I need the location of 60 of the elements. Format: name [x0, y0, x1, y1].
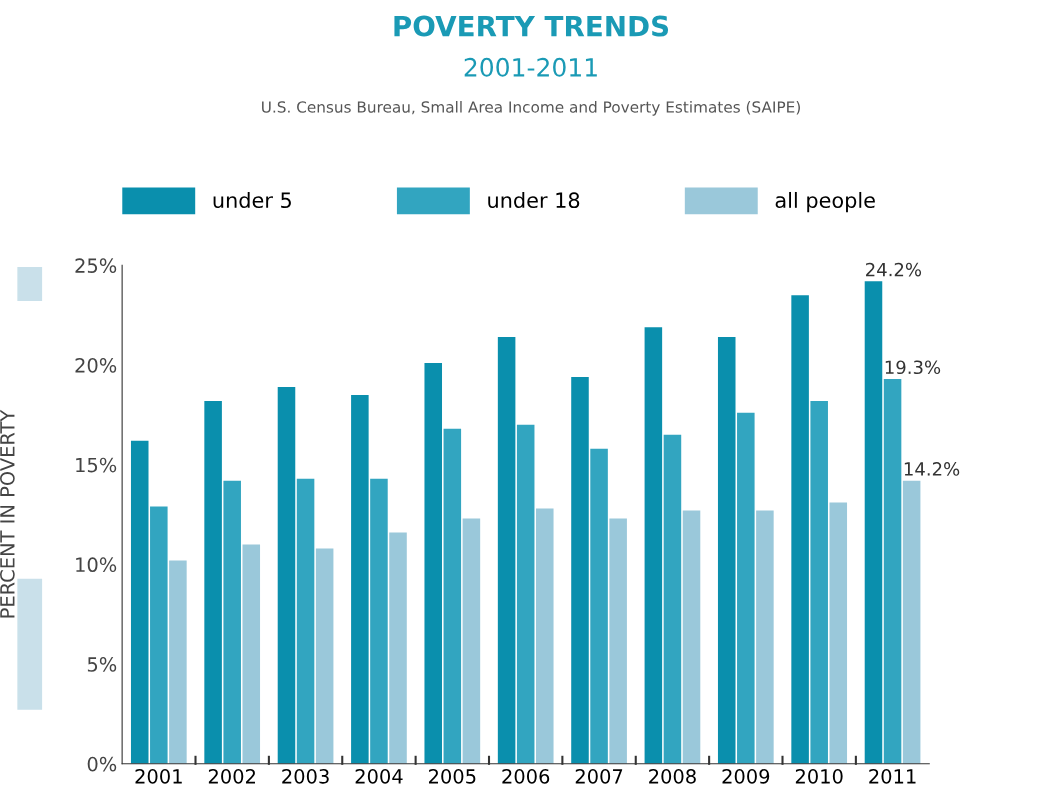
bar — [756, 510, 774, 764]
x-tick-label: 2008 — [649, 769, 696, 784]
bar — [864, 281, 883, 764]
bar — [389, 532, 407, 764]
bar — [370, 478, 388, 764]
legend-label: under 18 — [488, 191, 580, 209]
bar — [737, 412, 755, 764]
x-tick-label: 2003 — [282, 769, 329, 784]
y-tick-label: 5% — [87, 657, 117, 672]
bar — [791, 295, 809, 764]
bar — [130, 440, 149, 764]
y-tick-label: 25% — [75, 258, 117, 273]
x-tick-label: 2001 — [135, 769, 182, 784]
bar — [644, 327, 663, 764]
bar — [424, 363, 443, 764]
x-tick-label: 2006 — [502, 769, 550, 784]
bar — [902, 480, 921, 764]
bar — [315, 548, 334, 764]
bar — [883, 378, 902, 764]
x-tick-label: 2007 — [575, 769, 623, 784]
bar — [535, 508, 554, 764]
y-tick-label: 10% — [76, 557, 117, 573]
bar — [590, 448, 608, 764]
legend-label: under 5 — [213, 191, 291, 209]
data-label: 24.2% — [866, 262, 922, 277]
bar — [663, 434, 682, 764]
bar — [516, 424, 535, 764]
x-tick-label: 2010 — [795, 769, 843, 784]
data-label: 14.2% — [904, 462, 960, 476]
x-tick-label: 2009 — [722, 769, 770, 784]
bar — [462, 518, 481, 764]
chart-title: POVERTY TRENDS — [394, 15, 669, 37]
bar — [204, 400, 222, 764]
bar — [351, 394, 369, 764]
y-tick-label: 0% — [87, 756, 117, 772]
y-axis-title: PERCENT IN POVERTY — [0, 409, 15, 618]
bar — [242, 544, 261, 764]
x-tick-label: 2002 — [208, 769, 255, 784]
bar — [682, 510, 701, 764]
text: U.S. Census Bureau, Small Area Income and Poverty Estimates (SAIPE) — [262, 100, 800, 116]
bar — [829, 502, 848, 764]
bar — [810, 400, 828, 764]
bar — [169, 560, 187, 764]
x-tick-label: 2004 — [355, 769, 403, 784]
x-tick-label: 2005 — [429, 769, 476, 784]
bar — [277, 386, 296, 764]
bar — [497, 337, 516, 764]
x-tick-label: 2011 — [869, 769, 916, 784]
chart-subtitle: 2001-2011 — [464, 57, 597, 77]
bar — [609, 518, 627, 764]
bar — [150, 506, 168, 764]
y-tick-label: 20% — [75, 357, 117, 373]
bar — [296, 478, 315, 764]
legend-label: all people — [775, 191, 875, 213]
y-tick-label: 15% — [76, 457, 117, 473]
bar — [571, 376, 589, 764]
bar — [717, 337, 736, 764]
data-label: 19.3% — [885, 360, 941, 375]
bar — [443, 428, 462, 764]
bar — [223, 480, 241, 764]
